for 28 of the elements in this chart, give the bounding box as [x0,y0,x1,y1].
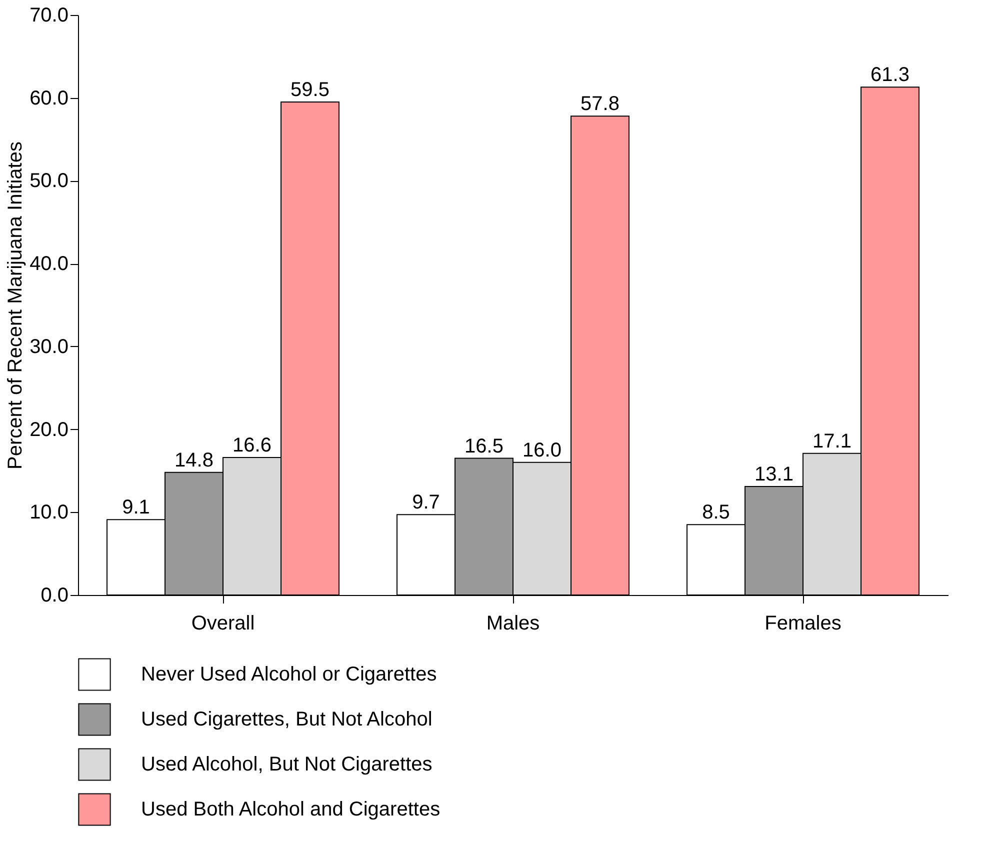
legend-label: Used Alcohol, But Not Cigarettes [141,754,432,776]
data-label: 16.6 [232,434,272,456]
y-tick-label: 0.0 [40,584,68,606]
y-tick-label: 70.0 [30,4,68,26]
y-tick-label: 60.0 [30,87,68,110]
data-label: 16.0 [522,439,562,462]
legend-label: Used Both Alcohol and Cigarettes [141,798,440,820]
x-tick-label: Females [764,612,842,634]
y-tick-label: 30.0 [30,336,68,358]
y-tick-label: 40.0 [30,253,68,276]
x-tick-label: Males [486,612,540,634]
y-tick-label: 50.0 [30,170,68,192]
data-label: 59.5 [290,79,330,101]
y-axis-title: Percent of Recent Marijuana Initiates [4,142,27,470]
legend-label: Used Cigarettes, But Not Alcohol [141,708,432,730]
data-label: 17.1 [812,430,852,452]
data-label: 16.5 [464,435,504,458]
data-label: 9.7 [412,492,440,514]
data-label: 57.8 [580,93,620,116]
y-tick-label: 20.0 [30,418,68,441]
data-label: 14.8 [174,449,214,472]
data-label: 8.5 [702,502,730,524]
data-label: 9.1 [122,496,150,519]
x-tick-label: Overall [191,612,255,634]
data-label: 13.1 [754,463,794,486]
data-label: 61.3 [870,64,910,86]
legend-label: Never Used Alcohol or Cigarettes [141,664,437,686]
y-tick-label: 10.0 [30,502,68,524]
